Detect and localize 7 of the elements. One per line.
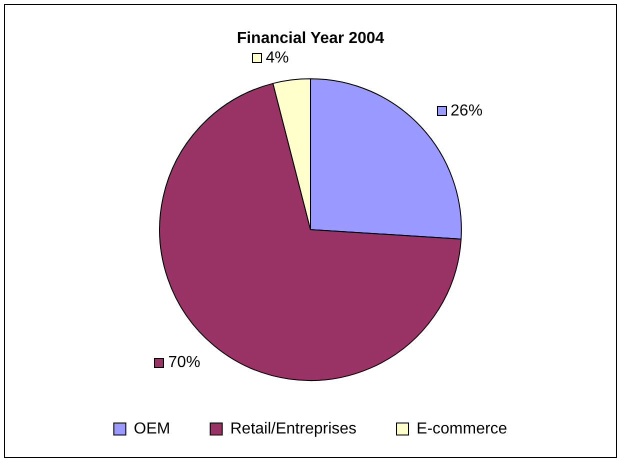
data-label: 26% (450, 102, 483, 120)
data-label: 70% (168, 354, 200, 372)
legend-label: Retail/Entreprises (230, 420, 357, 438)
legend-label: E-commerce (416, 420, 508, 438)
chart-title: Financial Year 2004 (236, 30, 384, 48)
data-label: 4% (266, 49, 289, 66)
legend-label: OEM (134, 420, 170, 438)
